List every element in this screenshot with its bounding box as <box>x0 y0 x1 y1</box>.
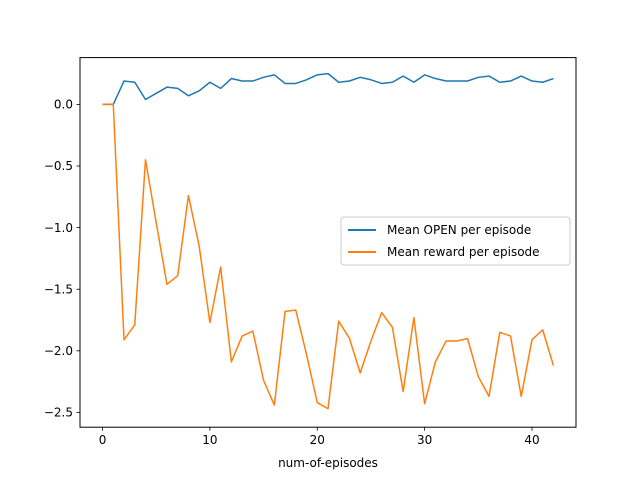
plot-lines <box>102 72 555 410</box>
y-tick-label: −2.5 <box>44 406 73 420</box>
y-tick-label: −1.0 <box>44 221 73 235</box>
x-tick-label: 20 <box>310 433 325 447</box>
x-tick-label: 0 <box>99 433 107 447</box>
x-axis: 0 10 20 30 40 <box>99 427 540 447</box>
x-tick-label: 40 <box>524 433 539 447</box>
x-axis-label: num-of-episodes <box>278 456 378 470</box>
legend-box <box>340 216 571 266</box>
plot-area-frame <box>79 57 577 428</box>
legend-label-reward: Mean reward per episode <box>387 245 540 259</box>
legend: Mean OPEN per episode Mean reward per ep… <box>340 216 571 266</box>
y-tick-label: −0.5 <box>44 159 73 173</box>
x-tick-label: 10 <box>202 433 217 447</box>
y-tick-label: −2.0 <box>44 344 73 358</box>
series-line-mean-open <box>102 72 554 106</box>
series-line-mean-reward <box>102 103 555 410</box>
y-tick-label: 0.0 <box>54 98 73 112</box>
y-tick-label: −1.5 <box>44 282 73 296</box>
legend-label-open: Mean OPEN per episode <box>387 223 531 237</box>
y-axis: 0.0 −0.5 −1.0 −1.5 −2.0 −2.5 <box>44 98 80 420</box>
x-tick-label: 30 <box>417 433 432 447</box>
